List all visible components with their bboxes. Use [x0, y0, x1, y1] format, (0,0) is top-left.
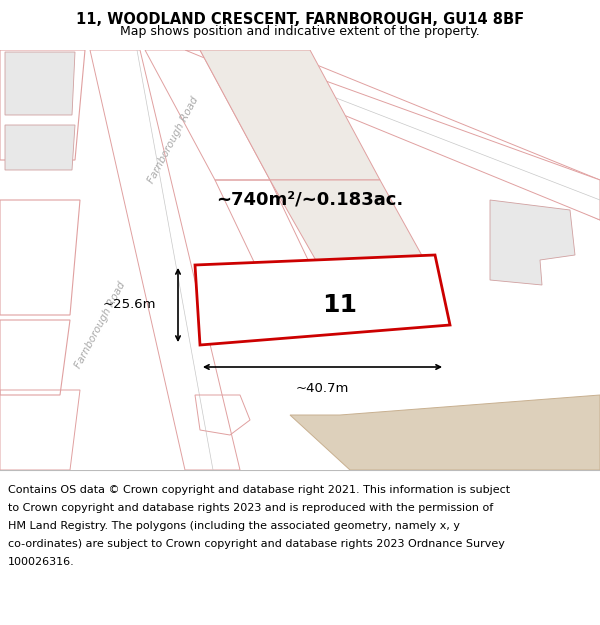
Text: ~40.7m: ~40.7m [296, 382, 349, 395]
Polygon shape [230, 50, 600, 220]
Polygon shape [270, 265, 430, 325]
Polygon shape [5, 52, 75, 115]
Text: to Crown copyright and database rights 2023 and is reproduced with the permissio: to Crown copyright and database rights 2… [8, 503, 493, 513]
Text: Farnborough Road: Farnborough Road [73, 280, 127, 370]
Polygon shape [270, 180, 430, 285]
Text: ~740m²/~0.183ac.: ~740m²/~0.183ac. [217, 191, 404, 209]
Polygon shape [490, 200, 575, 285]
Polygon shape [5, 125, 75, 170]
Text: Farnborough Road: Farnborough Road [146, 95, 200, 185]
Text: 11: 11 [323, 293, 358, 317]
Text: 100026316.: 100026316. [8, 557, 75, 567]
Polygon shape [290, 395, 600, 470]
Text: HM Land Registry. The polygons (including the associated geometry, namely x, y: HM Land Registry. The polygons (includin… [8, 521, 460, 531]
Polygon shape [195, 255, 450, 345]
Text: co-ordinates) are subject to Crown copyright and database rights 2023 Ordnance S: co-ordinates) are subject to Crown copyr… [8, 539, 505, 549]
Text: 11, WOODLAND CRESCENT, FARNBOROUGH, GU14 8BF: 11, WOODLAND CRESCENT, FARNBOROUGH, GU14… [76, 12, 524, 28]
Text: Map shows position and indicative extent of the property.: Map shows position and indicative extent… [120, 24, 480, 38]
Text: ~25.6m: ~25.6m [103, 299, 156, 311]
Text: Contains OS data © Crown copyright and database right 2021. This information is : Contains OS data © Crown copyright and d… [8, 485, 510, 495]
Polygon shape [90, 50, 240, 470]
Polygon shape [200, 50, 380, 180]
Polygon shape [185, 50, 600, 220]
